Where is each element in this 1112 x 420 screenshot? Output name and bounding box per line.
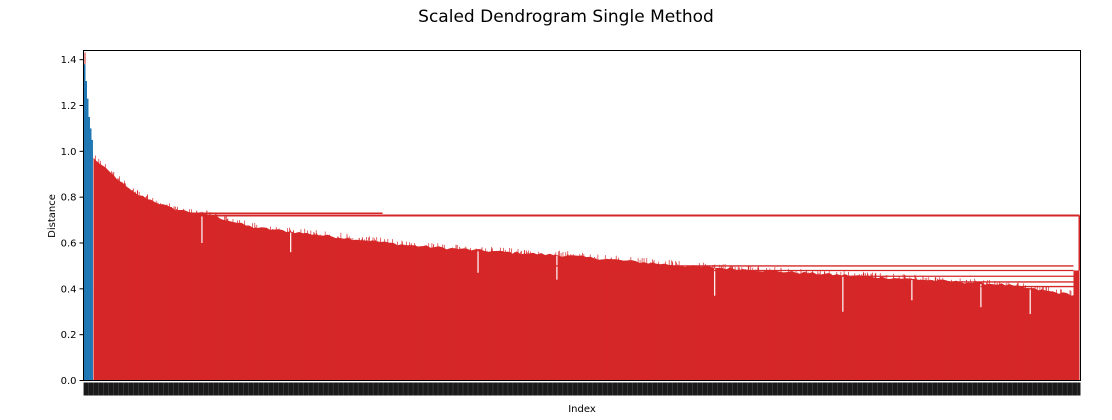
y-tick-label: 1.4 xyxy=(61,55,77,66)
leaf-tick-labels xyxy=(83,382,1081,396)
y-tick-label: 0.6 xyxy=(61,239,77,250)
y-tick-label: 0.0 xyxy=(61,376,77,387)
y-axis: 0.0 0.2 0.4 0.6 0.8 1.0 1.2 1.4 xyxy=(61,55,84,387)
y-tick-label: 0.4 xyxy=(61,284,77,295)
chart-title: Scaled Dendrogram Single Method xyxy=(418,7,714,27)
blue-cluster-branch xyxy=(88,116,90,381)
blue-cluster-branch xyxy=(84,64,86,381)
y-tick-label: 0.2 xyxy=(61,330,77,341)
blue-cluster-branch xyxy=(86,98,89,381)
red-tail-branch xyxy=(1073,270,1080,381)
blue-cluster-branch xyxy=(85,81,87,381)
plot-frame xyxy=(83,50,1081,381)
blue-cluster-branch xyxy=(89,128,92,381)
x-axis-label: Index xyxy=(568,404,596,415)
red-cluster-branches xyxy=(93,157,1080,381)
y-tick-label: 0.8 xyxy=(61,193,77,204)
y-tick-label: 1.0 xyxy=(61,147,77,158)
y-tick-label: 1.2 xyxy=(61,101,77,112)
blue-cluster-branch xyxy=(91,139,93,381)
y-axis-label: Distance xyxy=(47,194,58,238)
x-axis xyxy=(83,382,1081,396)
plot-area xyxy=(84,52,1081,381)
